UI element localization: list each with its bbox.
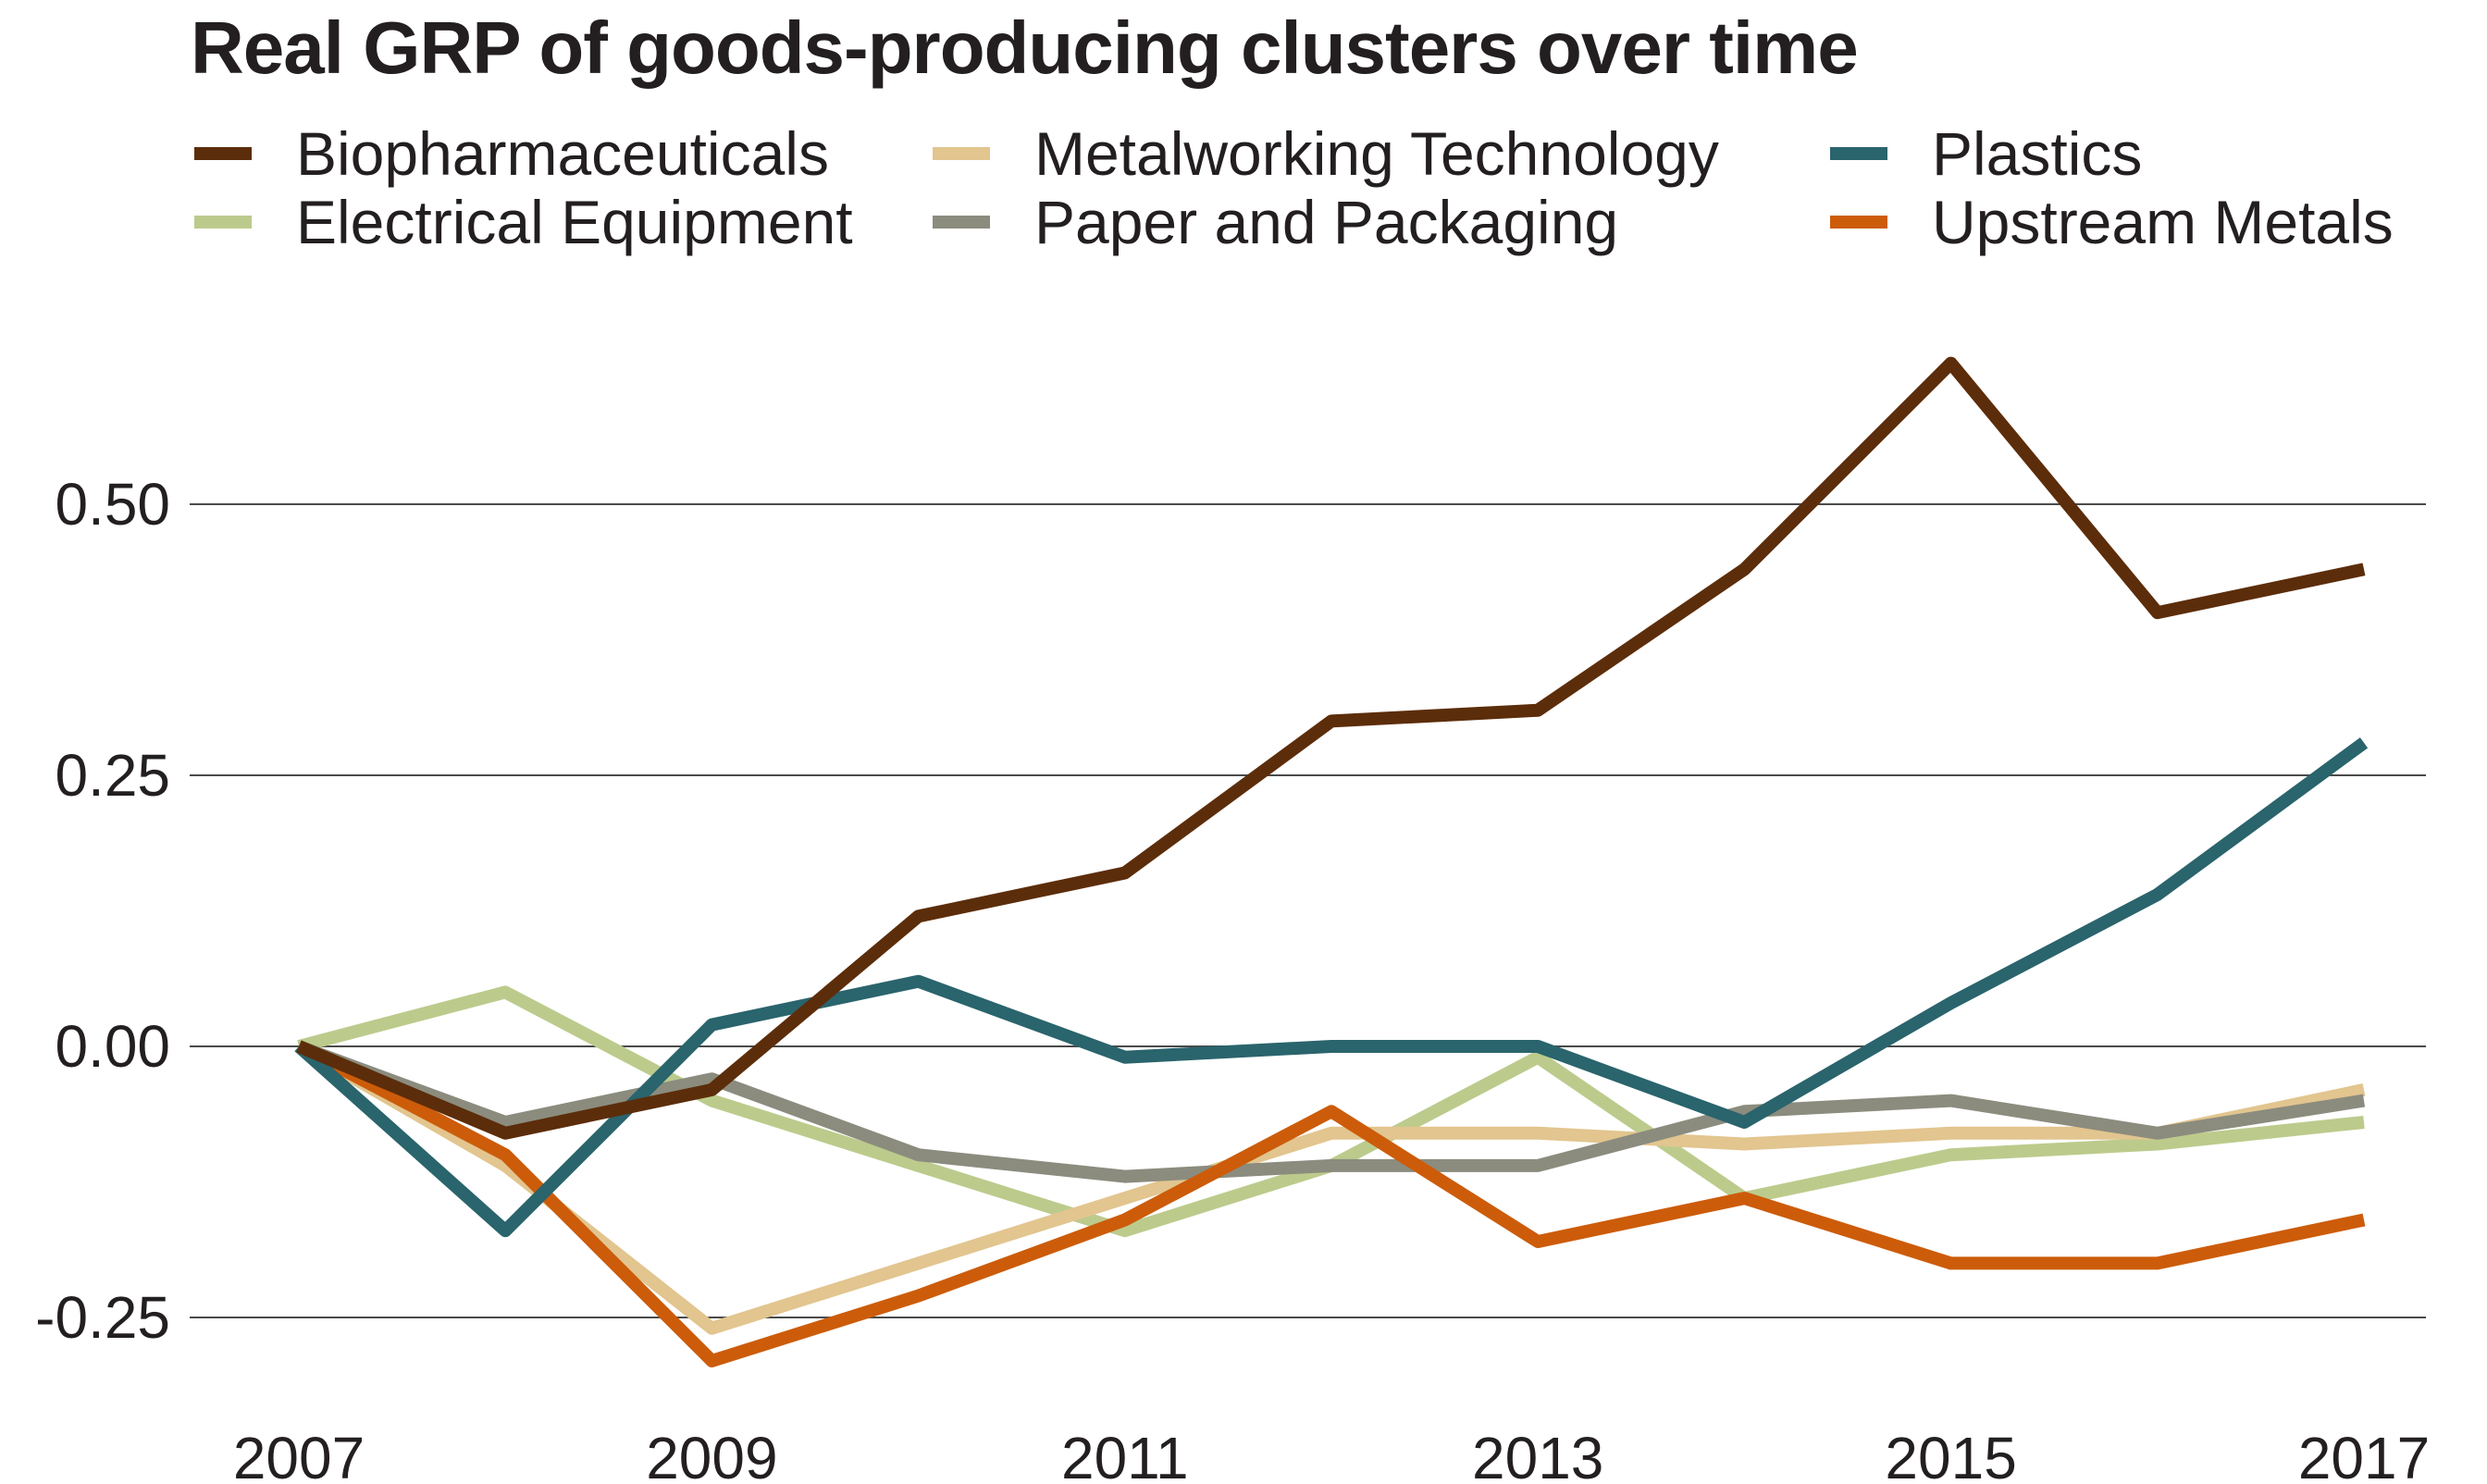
legend-item-biopharmaceuticals: Biopharmaceuticals bbox=[194, 118, 829, 189]
legend-item-paper-and-packaging: Paper and Packaging bbox=[933, 187, 1618, 257]
series-line-biopharmaceuticals bbox=[296, 356, 2366, 1140]
legend-label: Biopharmaceuticals bbox=[296, 119, 829, 188]
y-axis-tick-labels: 0.50 0.25 0.00 -0.25 bbox=[35, 471, 170, 1351]
legend-item-upstream-metals: Upstream Metals bbox=[1830, 187, 2394, 257]
x-tick-label: 2007 bbox=[233, 1425, 365, 1484]
x-tick-label: 2011 bbox=[1061, 1425, 1189, 1484]
y-tick-label: 0.50 bbox=[55, 471, 170, 538]
y-tick-label: 0.00 bbox=[55, 1013, 170, 1080]
legend-item-metalworking-technology: Metalworking Technology bbox=[933, 118, 1719, 189]
y-tick-label: -0.25 bbox=[35, 1284, 170, 1351]
x-axis-tick-labels: 2007 2009 2011 2013 2015 2017 bbox=[233, 1425, 2430, 1484]
y-tick-label: 0.25 bbox=[55, 742, 170, 809]
series-line-plastics bbox=[294, 737, 2369, 1238]
legend-label: Plastics bbox=[1932, 119, 2143, 188]
legend-label: Upstream Metals bbox=[1932, 188, 2394, 256]
legend-swatch bbox=[194, 147, 252, 160]
legend-label: Electrical Equipment bbox=[296, 188, 853, 256]
legend-swatch bbox=[1830, 147, 1887, 160]
legend-swatch bbox=[933, 216, 990, 229]
legend-item-plastics: Plastics bbox=[1830, 118, 2142, 189]
legend-swatch bbox=[933, 147, 990, 160]
series-line-metalworking-technology bbox=[295, 1040, 2366, 1335]
x-tick-label: 2013 bbox=[1472, 1425, 1603, 1484]
x-tick-label: 2017 bbox=[2298, 1425, 2430, 1484]
legend: Biopharmaceuticals Metalworking Technolo… bbox=[194, 118, 2461, 266]
x-tick-label: 2009 bbox=[646, 1425, 777, 1484]
x-tick-label: 2015 bbox=[1885, 1425, 2016, 1484]
series-lines bbox=[294, 356, 2369, 1367]
legend-swatch bbox=[194, 216, 252, 229]
legend-swatch bbox=[1830, 216, 1887, 229]
legend-label: Metalworking Technology bbox=[1034, 119, 1719, 188]
series-line-upstream-metals bbox=[295, 1040, 2366, 1367]
chart-title: Real GRP of goods-producing clusters ove… bbox=[191, 6, 1859, 89]
legend-label: Paper and Packaging bbox=[1034, 188, 1619, 256]
gridlines bbox=[190, 503, 2426, 1318]
legend-item-electrical-equipment: Electrical Equipment bbox=[194, 187, 853, 257]
